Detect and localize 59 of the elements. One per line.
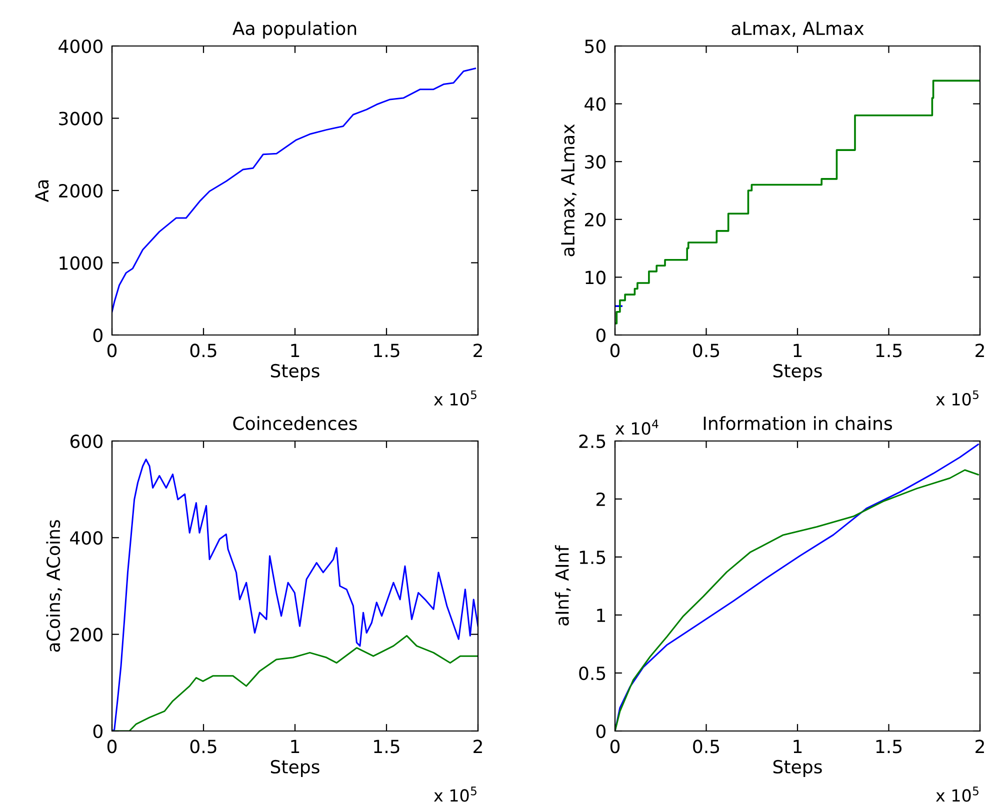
x-tick-label: 1 [291,740,300,754]
y-tick-label: 10 [586,270,606,284]
y-tick-label: 0 [93,724,102,738]
chart-title: Aa population [232,21,356,39]
text: x 10$^{5}$ [936,390,978,406]
x-tick-label: 1.5 [876,344,902,358]
x-axis-title: Steps [270,364,320,382]
x-tick-label: 1.5 [876,740,902,754]
y-axis-title: aInf, AInf [554,545,571,626]
y-tick-label: 40 [584,97,606,111]
x-tick-label: 1 [794,344,802,358]
x-tick-label: 2 [976,740,984,754]
y-axis-title: Aa [35,180,49,202]
y-tick-label: 0 [596,724,606,738]
y-tick-label: 4000 [58,39,102,54]
x-tick-label: 2 [976,344,984,358]
y-tick-label: 1.5 [580,550,606,564]
y-tick-label: 1 [597,608,605,622]
y-tick-label: 400 [70,531,102,545]
y-tick-label: 0 [93,328,102,342]
y-tick-label: 0.5 [579,666,606,680]
y-tick-label: 200 [70,628,102,642]
line-series [112,68,476,313]
y-axis-title: aCoins, ACoins [46,520,62,652]
x-tick-label: 0 [610,740,620,754]
x-tick-label: 1.5 [374,740,400,754]
x-axis-title: Steps [270,760,320,778]
x-tick-label: 1.5 [374,344,400,358]
x-tick-label: 2 [474,740,482,754]
chart-title: Coincedences [233,416,357,430]
y-tick-label: 600 [70,434,102,448]
x-tick-label: 1 [291,344,300,358]
x-tick-label: 0 [107,740,117,754]
y-tick-label: 2000 [59,184,102,198]
chart-title: Information in chains [704,416,892,430]
x-tick-label: 1 [794,740,802,754]
x-axis-title: Steps [773,364,822,382]
y-tick-label: 50 [585,39,606,54]
text: x 10$^{5}$ [434,786,476,802]
y-tick-label: 0 [596,328,606,342]
y-tick-label: 2 [596,492,605,506]
x-tick-label: 0 [610,344,620,358]
x-tick-label: 2 [474,344,482,358]
x-tick-label: 0 [107,344,117,358]
x-tick-label: 0.5 [190,740,216,754]
y-axis-title: aLmax, ALmax [561,124,576,256]
chart-title: aLmax, ALmax [732,22,864,37]
y-tick-label: 3000 [59,112,102,126]
text: x 10$^{4}$ [615,420,658,435]
y-tick-label: 1000 [60,256,102,270]
x-tick-label: 0.5 [693,740,720,754]
x-tick-label: 0.5 [693,344,720,358]
y-tick-label: 2.5 [579,434,606,448]
y-tick-label: 20 [585,212,606,227]
text: x 10$^{5}$ [434,390,476,406]
y-tick-label: 30 [585,155,606,169]
x-tick-label: 0.5 [190,344,216,358]
text: x 10$^{5}$ [936,786,978,802]
x-axis-title: Steps [773,760,822,778]
